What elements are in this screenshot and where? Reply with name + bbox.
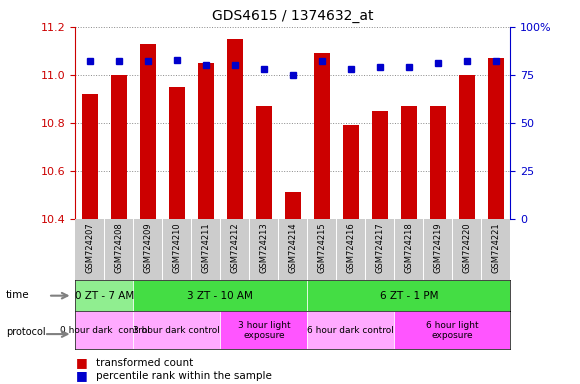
Text: 6 hour dark control: 6 hour dark control [307, 326, 394, 335]
Text: protocol: protocol [6, 327, 45, 337]
Bar [459, 75, 475, 219]
Text: transformed count: transformed count [96, 358, 193, 368]
Bar [307, 311, 394, 349]
Text: GSM724209: GSM724209 [143, 222, 153, 273]
Text: 3 hour dark control: 3 hour dark control [133, 326, 220, 335]
Bar [401, 106, 417, 219]
Bar [307, 280, 510, 311]
Text: 0 ZT - 7 AM: 0 ZT - 7 AM [75, 291, 134, 301]
Text: ■: ■ [75, 356, 87, 369]
Bar [372, 111, 388, 219]
Text: GSM724212: GSM724212 [230, 222, 240, 273]
Text: percentile rank within the sample: percentile rank within the sample [96, 371, 271, 381]
Bar [75, 311, 133, 349]
Bar [285, 192, 301, 219]
Bar [169, 87, 185, 219]
Text: GSM724216: GSM724216 [346, 222, 356, 273]
Bar [430, 106, 446, 219]
Bar [111, 75, 127, 219]
Text: GSM724210: GSM724210 [172, 222, 182, 273]
Text: GSM724208: GSM724208 [114, 222, 124, 273]
Bar [75, 280, 133, 311]
Text: 3 hour light
exposure: 3 hour light exposure [238, 321, 290, 340]
Text: 3 ZT - 10 AM: 3 ZT - 10 AM [187, 291, 253, 301]
Title: GDS4615 / 1374632_at: GDS4615 / 1374632_at [212, 9, 374, 23]
Text: GSM724221: GSM724221 [491, 222, 501, 273]
Bar [227, 39, 243, 219]
Bar [488, 58, 504, 219]
Bar [82, 94, 98, 219]
Bar [394, 311, 510, 349]
Text: GSM724220: GSM724220 [462, 222, 472, 273]
Text: ■: ■ [75, 369, 87, 382]
Text: time: time [6, 290, 30, 300]
Bar [140, 44, 156, 219]
Text: GSM724207: GSM724207 [85, 222, 95, 273]
Bar [198, 63, 214, 219]
Bar [343, 125, 359, 219]
Text: GSM724215: GSM724215 [317, 222, 327, 273]
Text: GSM724219: GSM724219 [433, 222, 443, 273]
Bar [256, 106, 272, 219]
Bar [314, 53, 330, 219]
Text: 0 hour dark  control: 0 hour dark control [60, 326, 149, 335]
Text: GSM724214: GSM724214 [288, 222, 298, 273]
Bar [220, 311, 307, 349]
Text: GSM724218: GSM724218 [404, 222, 414, 273]
Text: GSM724211: GSM724211 [201, 222, 211, 273]
Text: GSM724213: GSM724213 [259, 222, 269, 273]
Bar [133, 311, 220, 349]
Text: GSM724217: GSM724217 [375, 222, 385, 273]
Bar [133, 280, 307, 311]
Text: 6 hour light
exposure: 6 hour light exposure [426, 321, 478, 340]
Text: 6 ZT - 1 PM: 6 ZT - 1 PM [380, 291, 438, 301]
